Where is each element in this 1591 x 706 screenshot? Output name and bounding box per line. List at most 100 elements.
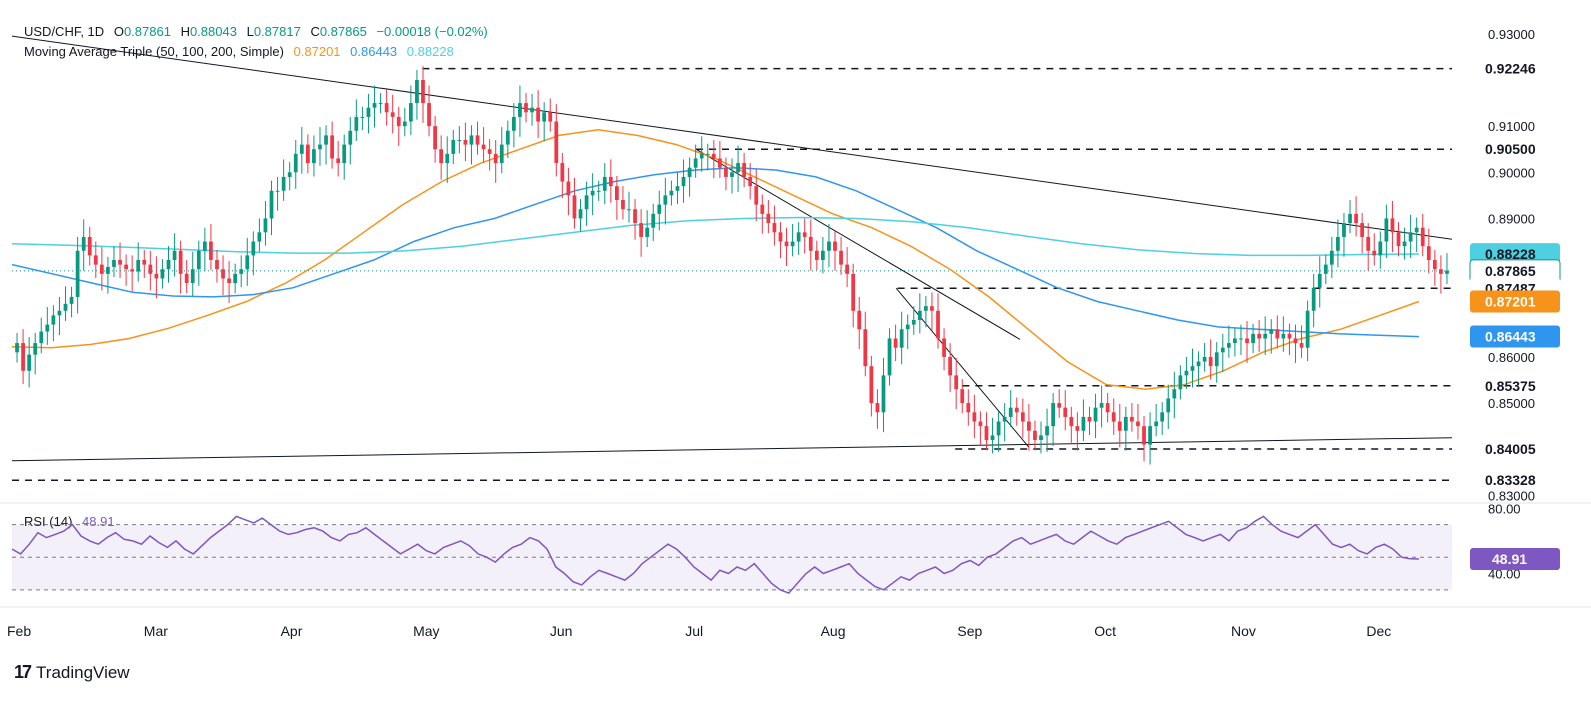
candle-body[interactable] (281, 176, 286, 191)
candle-body[interactable] (657, 204, 662, 214)
candle-body[interactable] (887, 338, 892, 376)
candle-body[interactable] (790, 241, 795, 247)
candle-body[interactable] (911, 320, 916, 325)
candle-body[interactable] (1414, 227, 1419, 233)
candle-body[interactable] (1342, 223, 1346, 237)
candle-body[interactable] (996, 421, 1001, 436)
candle-body[interactable] (663, 195, 668, 205)
candle-body[interactable] (899, 329, 904, 348)
candle-body[interactable] (718, 158, 722, 168)
candle-body[interactable] (1093, 407, 1098, 422)
candle-body[interactable] (287, 172, 292, 177)
trendline[interactable] (895, 287, 1030, 448)
candle-body[interactable] (275, 190, 280, 192)
candle-body[interactable] (481, 144, 486, 150)
candle-body[interactable] (1317, 273, 1322, 288)
candle-body[interactable] (518, 103, 522, 117)
candle-body[interactable] (845, 264, 850, 274)
candle-body[interactable] (633, 209, 637, 224)
candle-body[interactable] (821, 250, 825, 260)
candle-body[interactable] (118, 260, 122, 265)
symbol-label[interactable]: USD/CHF, 1D (24, 24, 105, 39)
candle-body[interactable] (160, 269, 165, 279)
candle-body[interactable] (851, 273, 856, 311)
candle-body[interactable] (1178, 375, 1183, 390)
candle-body[interactable] (1245, 338, 1249, 344)
candle-body[interactable] (542, 112, 547, 122)
candle-body[interactable] (39, 331, 44, 344)
candle-body[interactable] (978, 421, 983, 427)
candle-body[interactable] (324, 135, 328, 145)
candle-body[interactable] (69, 296, 74, 304)
candle-body[interactable] (1239, 338, 1243, 340)
candle-body[interactable] (1263, 333, 1268, 339)
candle-body[interactable] (1287, 333, 1292, 339)
rsi-line[interactable] (11, 515, 1419, 594)
candle-body[interactable] (608, 176, 613, 187)
candle-body[interactable] (833, 241, 837, 251)
candle-body[interactable] (1081, 416, 1086, 431)
candle-body[interactable] (863, 329, 868, 367)
candle-body[interactable] (505, 130, 510, 145)
candle-body[interactable] (166, 260, 171, 270)
candle-body[interactable] (596, 190, 601, 192)
candle-body[interactable] (1172, 389, 1177, 399)
candle-body[interactable] (396, 116, 401, 127)
candle-body[interactable] (124, 264, 128, 270)
candle-body[interactable] (99, 264, 104, 274)
candle-body[interactable] (1039, 435, 1043, 440)
candle-body[interactable] (1426, 246, 1431, 260)
candle-body[interactable] (960, 389, 965, 404)
candle-body[interactable] (63, 303, 68, 311)
candle-body[interactable] (1348, 213, 1352, 224)
candle-body[interactable] (154, 273, 159, 279)
candle-body[interactable] (263, 218, 268, 233)
candle-body[interactable] (348, 130, 353, 145)
candle-body[interactable] (857, 310, 862, 330)
candle-body[interactable] (1323, 264, 1328, 274)
candle-body[interactable] (269, 190, 274, 219)
candle-body[interactable] (699, 153, 704, 159)
candle-body[interactable] (106, 266, 110, 274)
candle-body[interactable] (402, 121, 407, 127)
candle-body[interactable] (1208, 356, 1213, 367)
candle-body[interactable] (554, 121, 559, 164)
candle-body[interactable] (366, 107, 371, 117)
candle-body[interactable] (196, 250, 201, 270)
candle-body[interactable] (924, 306, 928, 311)
candle-body[interactable] (172, 250, 177, 260)
candle-body[interactable] (796, 232, 801, 242)
candle-body[interactable] (1136, 421, 1140, 427)
candle-body[interactable] (390, 112, 395, 117)
rsi-label[interactable]: RSI (14) (24, 514, 73, 529)
price-label[interactable]: 0.83328 (1470, 469, 1560, 492)
candle-body[interactable] (336, 158, 341, 164)
candle-body[interactable] (475, 135, 480, 145)
ma-label[interactable]: Moving Average Triple (50, 100, 200, Sim… (24, 44, 284, 59)
candle-body[interactable] (766, 213, 771, 224)
candle-body[interactable] (990, 435, 995, 440)
candle-body[interactable] (839, 250, 843, 265)
candle-body[interactable] (493, 153, 498, 164)
candle-body[interactable] (421, 80, 425, 104)
candle-body[interactable] (227, 278, 231, 284)
price-label[interactable]: 0.86443 (1470, 325, 1560, 348)
candle-body[interactable] (457, 140, 462, 141)
price-label[interactable]: 0.87201 (1470, 290, 1560, 313)
candle-body[interactable] (984, 426, 989, 440)
candle-body[interactable] (427, 103, 431, 127)
candle-body[interactable] (1396, 232, 1401, 247)
candle-body[interactable] (675, 186, 680, 191)
candle-body[interactable] (451, 140, 456, 154)
candle-body[interactable] (57, 310, 62, 316)
candle-body[interactable] (1336, 236, 1340, 251)
candle-body[interactable] (245, 255, 250, 270)
price-label[interactable]: 0.84005 (1470, 438, 1560, 460)
candle-body[interactable] (602, 176, 607, 191)
candle-body[interactable] (178, 250, 183, 274)
candle-body[interactable] (942, 338, 946, 357)
candle-body[interactable] (736, 163, 740, 173)
ma-line[interactable] (11, 129, 1420, 390)
candle-body[interactable] (1305, 310, 1310, 348)
candle-body[interactable] (354, 116, 359, 131)
